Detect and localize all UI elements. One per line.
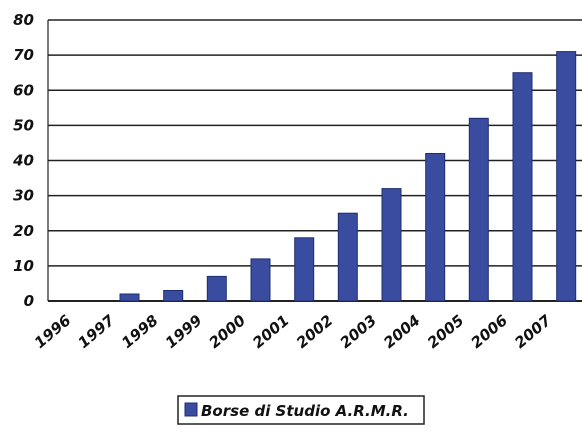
legend-box (177, 395, 425, 425)
x-tick-label: 1996 (31, 311, 75, 352)
x-tick-label: 2004 (380, 311, 424, 352)
legend-label: Borse di Studio A.R.M.R. (201, 402, 409, 420)
y-tick-label: 70 (13, 46, 34, 64)
bar-2000 (250, 258, 271, 302)
y-axis-tick-labels: 0 10 20 30 40 50 60 70 80 (12, 11, 34, 310)
bar-2003 (381, 188, 402, 302)
y-tick-label: 80 (13, 11, 34, 29)
x-axis-tick-labels: 1996 1997 1998 1999 2000 2001 2002 2003 2004 2005… (31, 311, 555, 352)
legend-swatch (184, 402, 198, 417)
bar-2007 (556, 51, 577, 302)
bar-2001 (294, 237, 315, 302)
y-tick-label: 30 (13, 187, 34, 205)
y-tick-label: 40 (12, 152, 34, 170)
x-tick-label: 1998 (118, 311, 162, 352)
bar-2004 (425, 153, 446, 302)
y-tick-label: 60 (13, 81, 34, 99)
x-tick-label: 2007 (511, 311, 555, 352)
bar-1998 (163, 290, 184, 302)
legend: Borse di Studio A.R.M.R. (177, 395, 425, 425)
bar-2002 (337, 212, 358, 302)
bar-2006 (512, 72, 533, 302)
gridlines (47, 19, 582, 302)
y-tick-label: 20 (13, 222, 34, 240)
x-tick-label: 1999 (162, 311, 206, 352)
y-tick-label: 10 (13, 257, 34, 275)
bar-1999 (206, 275, 227, 302)
x-tick-label: 2000 (206, 311, 250, 352)
x-tick-label: 2001 (249, 311, 293, 352)
x-tick-label: 2006 (468, 311, 512, 352)
y-tick-label: 0 (24, 292, 34, 310)
bars (119, 51, 577, 302)
x-tick-label: 2003 (337, 311, 381, 352)
bar-2005 (468, 117, 489, 302)
x-tick-label: 2002 (293, 311, 337, 352)
x-tick-label: 2005 (424, 311, 468, 352)
y-tick-label: 50 (13, 116, 34, 134)
bar-1997 (119, 293, 140, 302)
x-tick-label: 1997 (75, 311, 119, 352)
